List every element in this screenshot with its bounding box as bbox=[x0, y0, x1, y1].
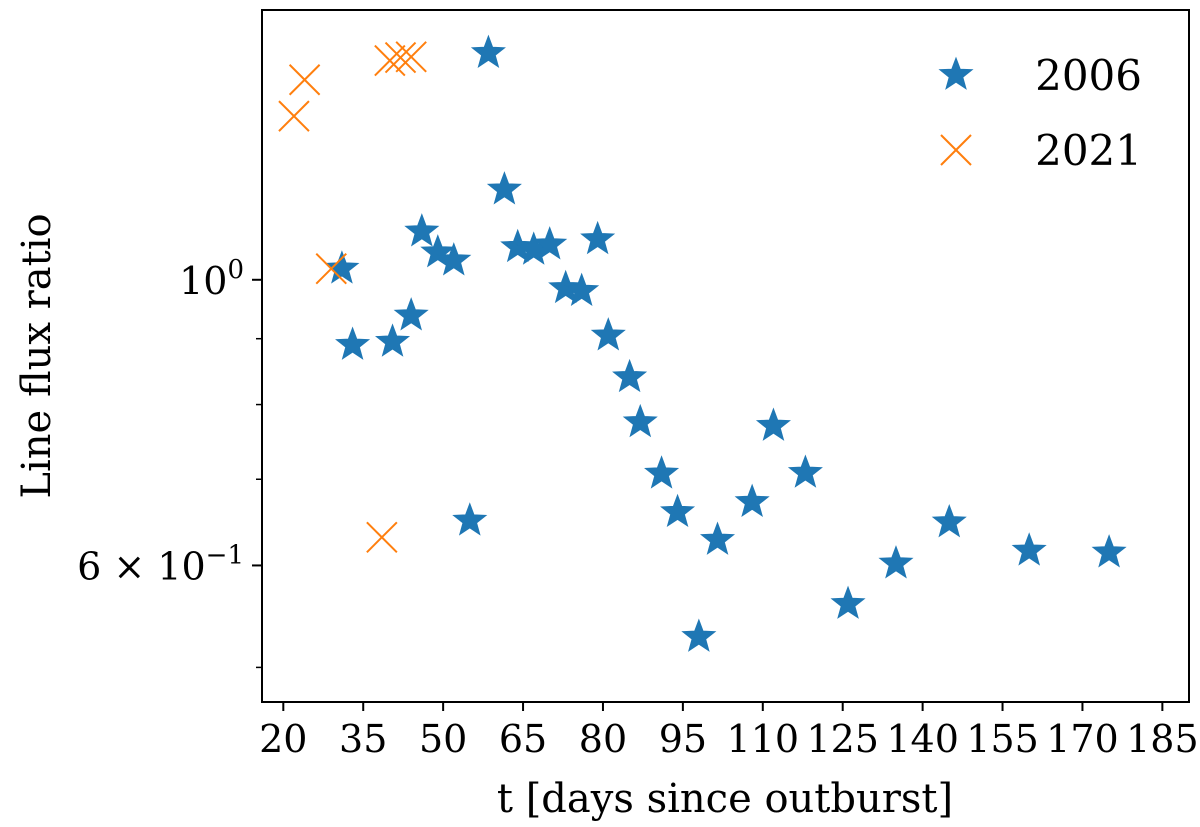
x-tick-label: 155 bbox=[966, 717, 1039, 761]
data-point-2021 bbox=[366, 521, 398, 553]
legend-item-2021: 2021 bbox=[940, 126, 1142, 175]
data-point-2006 bbox=[681, 618, 717, 652]
x-tick-label: 185 bbox=[1126, 717, 1199, 761]
data-marks bbox=[278, 34, 1127, 652]
data-point-2006 bbox=[580, 220, 616, 255]
x-tick-label: 170 bbox=[1046, 717, 1119, 761]
data-point-2006 bbox=[436, 242, 472, 276]
data-point-2006 bbox=[564, 272, 600, 306]
legend-marker-2006 bbox=[938, 56, 974, 90]
data-point-2006 bbox=[324, 250, 360, 284]
data-point-2006 bbox=[486, 171, 522, 205]
data-point-2021 bbox=[288, 64, 321, 96]
data-point-2021 bbox=[374, 44, 406, 77]
x-tick-label: 50 bbox=[419, 717, 467, 761]
data-point-2006 bbox=[1011, 532, 1047, 566]
legend-marker-2021 bbox=[940, 134, 972, 166]
x-tick-label: 140 bbox=[886, 717, 959, 761]
x-axis-ticks: 20 35 50 65 80 95 110 125 140 155 170 185 bbox=[259, 702, 1199, 761]
x-tick-label: 125 bbox=[806, 717, 879, 761]
data-point-2006 bbox=[931, 503, 967, 538]
data-point-2006 bbox=[644, 455, 680, 489]
data-point-2006 bbox=[660, 493, 696, 528]
y-tick-label: 6 × 10−1 bbox=[77, 540, 244, 588]
series-2021 bbox=[278, 41, 427, 553]
x-tick-label: 20 bbox=[259, 717, 307, 761]
data-point-2006 bbox=[622, 403, 658, 438]
data-point-2006 bbox=[393, 297, 429, 331]
y-axis-label: Line flux ratio bbox=[14, 213, 60, 498]
data-point-2006 bbox=[548, 269, 584, 304]
x-tick-label: 110 bbox=[727, 717, 800, 761]
data-point-2021 bbox=[315, 252, 347, 285]
data-point-2006 bbox=[699, 521, 736, 555]
data-point-2006 bbox=[755, 407, 791, 441]
data-point-2006 bbox=[532, 226, 568, 260]
data-point-2006 bbox=[1091, 534, 1127, 568]
legend-item-2006: 2006 bbox=[938, 51, 1142, 100]
data-point-2006 bbox=[830, 585, 866, 619]
data-point-2006 bbox=[612, 358, 648, 393]
y-tick-label: 100 bbox=[179, 255, 244, 303]
data-point-2006 bbox=[404, 213, 440, 247]
x-axis-label: t [days since outburst] bbox=[497, 776, 953, 822]
data-point-2006 bbox=[590, 317, 626, 351]
x-tick-label: 95 bbox=[659, 717, 707, 761]
y-axis-ticks: 100 6 × 10−1 bbox=[77, 255, 262, 669]
legend: 2006 2021 bbox=[938, 51, 1142, 175]
data-point-2006 bbox=[734, 483, 770, 517]
data-point-2006 bbox=[470, 34, 506, 68]
legend-label: 2021 bbox=[1035, 126, 1142, 175]
data-point-2006 bbox=[878, 545, 914, 579]
data-point-2006 bbox=[420, 234, 456, 268]
axes-frame bbox=[261, 9, 1190, 703]
x-tick-label: 35 bbox=[339, 717, 387, 761]
x-tick-label: 80 bbox=[579, 717, 627, 761]
data-point-2006 bbox=[787, 454, 823, 488]
data-point-2006 bbox=[375, 323, 411, 357]
legend-label: 2006 bbox=[1035, 51, 1142, 100]
data-point-2006 bbox=[452, 502, 488, 536]
data-point-2021 bbox=[384, 41, 417, 74]
data-point-2006 bbox=[335, 326, 371, 360]
data-point-2021 bbox=[278, 100, 310, 132]
x-tick-label: 65 bbox=[499, 717, 547, 761]
data-point-2021 bbox=[395, 41, 427, 73]
series-2006 bbox=[324, 34, 1127, 652]
